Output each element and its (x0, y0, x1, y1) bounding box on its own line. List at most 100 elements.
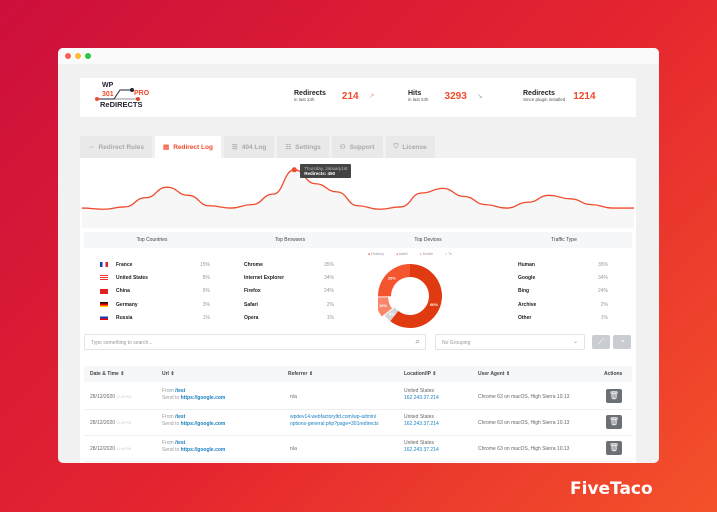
maximize-window-button[interactable] (85, 53, 91, 59)
table-row: 28/12/2020 11:45 PM From /test Send to ht… (84, 436, 632, 462)
logo-text: WP (102, 82, 114, 89)
referrer: n/a (290, 446, 297, 452)
search-input[interactable]: Type something to search... ⌕ (84, 334, 426, 350)
table-row: 28/12/2020 11:45 PM From /test Send to ht… (84, 410, 632, 436)
stat-redirects-24h: Redirects in last 24h 214 ↗ (294, 90, 375, 102)
delete-button[interactable]: 🗑 (606, 415, 622, 429)
redirect-log-panel: Thursday, January1st Redirects: 450 Top C… (80, 158, 636, 463)
list-item: Google 34% (518, 274, 608, 281)
logo-pro-badge: PRO (134, 90, 150, 97)
list-item: France 15% (100, 258, 210, 271)
tab-support[interactable]: ⚇ Support (331, 136, 383, 158)
list-item: Germany 3% (100, 298, 210, 311)
ip-link[interactable]: 162.243.37.214 (404, 421, 439, 428)
support-icon: ⚇ (339, 144, 346, 151)
tab-redirect-rules[interactable]: ⇔ Redirect Rules (80, 136, 153, 158)
donut-label: 60% (430, 302, 438, 307)
donut-label: 25% (388, 276, 396, 281)
list-item: Other 1% (518, 314, 608, 321)
donut-slice-mobile (378, 297, 393, 317)
flag-icon (100, 302, 108, 308)
to-link[interactable]: https://google.com (180, 447, 226, 454)
tab-bar: ⇔ Redirect Rules ▤ Redirect Log ☰ 404 Log ☷… (80, 136, 435, 158)
pie-chart-toggle-button[interactable]: ◔ (613, 335, 631, 349)
ip-link[interactable]: 162.243.37.214 (404, 395, 439, 402)
legend-item[interactable]: ● Desktop (368, 252, 384, 256)
database-icon: ☰ (231, 144, 238, 151)
col-user-agent[interactable]: User Agent ⇕ (478, 371, 511, 377)
list-item: Russia 1% (100, 311, 210, 324)
delete-button[interactable]: 🗑 (606, 389, 622, 403)
table-header: Date & Time ⇕ Url ⇕ Referrer ⇕ Location/… (84, 366, 632, 382)
flag-icon (100, 315, 108, 321)
list-item: United States 8% (100, 271, 210, 284)
app-window: WP 301 ReDIRECTS PRO Redirects in last 24… (58, 48, 659, 463)
tab-settings[interactable]: ☷ Settings (277, 136, 329, 158)
arrow-down-right-icon: ↘ (476, 93, 483, 100)
table-row: 28/12/2020 11:45 PM From /test Send to ht… (84, 384, 632, 410)
stats-section-headers: Top Countries Top Browsers Top Devices T… (84, 232, 632, 248)
flag-icon (100, 288, 108, 294)
line-chart-toggle-button[interactable]: ⟋ (592, 335, 610, 349)
highlighted-point (291, 167, 297, 173)
stats-header: WP 301 ReDIRECTS PRO Redirects in last 24… (80, 78, 636, 117)
top-browsers-heading: Top Browsers (274, 237, 306, 243)
tab-redirect-log[interactable]: ▤ Redirect Log (155, 136, 221, 158)
donut-label: 10% (379, 303, 387, 308)
from-link[interactable]: /test (175, 440, 186, 446)
trash-icon: 🗑 (608, 443, 620, 452)
list-item: Firefox 24% (244, 288, 334, 295)
grouping-select[interactable]: No Grouping ⌄ (435, 334, 585, 350)
minimize-window-button[interactable] (75, 53, 81, 59)
from-link[interactable]: /test (175, 388, 186, 394)
col-url[interactable]: Url ⇕ (162, 371, 175, 377)
list-item: Human 35% (518, 261, 608, 268)
shield-icon: ⛉ (393, 143, 399, 150)
referrer[interactable]: wpdev14.webfactoryltd.com/wp-admin/optio… (290, 414, 379, 428)
fivetaco-logo: FiveTaco (570, 479, 653, 499)
col-date[interactable]: Date & Time ⇕ (90, 371, 125, 377)
flag-icon (100, 262, 108, 268)
top-countries-list: France 15% United States 8% China 6% Germany 3%… (100, 258, 210, 324)
legend-item[interactable]: ● tablet (395, 252, 408, 256)
chevron-down-icon: ⌄ (572, 339, 578, 345)
sliders-icon: ☷ (285, 144, 292, 151)
traffic-type-heading: Traffic Type (551, 237, 577, 243)
logo-text: ReDIRECTS (100, 100, 143, 109)
ip-link[interactable]: 162.243.37.214 (404, 447, 439, 454)
trash-icon: 🗑 (608, 417, 620, 426)
to-link[interactable]: https://google.com (180, 395, 226, 402)
donut-slice-desktop (390, 264, 442, 328)
flag-icon (100, 275, 108, 281)
col-referrer[interactable]: Referrer ⇕ (288, 371, 314, 377)
delete-button[interactable]: 🗑 (606, 441, 622, 455)
list-item: Bing 24% (518, 288, 608, 295)
redirect-icon: ⇔ (88, 143, 95, 151)
list-item: Chrome 35% (244, 261, 334, 268)
tab-404-log[interactable]: ☰ 404 Log (223, 136, 275, 158)
top-browsers-list: Chrome 35% Internet Explorer 34% Firefox 24% S… (244, 258, 334, 324)
donut-label: 4% (389, 311, 395, 316)
list-item: Archive 2% (518, 301, 608, 308)
donut-slice-tablet (378, 264, 410, 297)
col-actions: Actions (604, 371, 623, 377)
traffic-type-list: Human 35% Google 34% Bing 24% Archive 2% Other 1% (518, 258, 608, 324)
title-bar (58, 48, 659, 64)
col-location[interactable]: Location/IP ⇕ (404, 371, 437, 377)
tab-license[interactable]: ⛉ License (385, 136, 435, 158)
list-item: Safari 2% (244, 301, 334, 308)
top-devices-heading: Top Devices (414, 237, 442, 243)
list-item: Opera 1% (244, 314, 334, 321)
arrow-up-right-icon: ↗ (368, 93, 375, 100)
legend-item[interactable]: ● Mobile (419, 252, 434, 256)
wp301-logo: WP 301 ReDIRECTS PRO (92, 82, 162, 114)
to-link[interactable]: https://google.com (180, 421, 226, 428)
devices-donut-chart: 60% 4%10% 25% (378, 264, 442, 328)
chart-tooltip: Thursday, January1st Redirects: 450 (300, 164, 352, 178)
search-icon[interactable]: ⌕ (415, 337, 420, 346)
from-link[interactable]: /test (175, 414, 186, 420)
legend-item[interactable]: ● Tv (445, 252, 452, 256)
list-item: Internet Explorer 34% (244, 274, 334, 281)
close-window-button[interactable] (65, 53, 71, 59)
top-countries-heading: Top Countries (136, 237, 168, 243)
